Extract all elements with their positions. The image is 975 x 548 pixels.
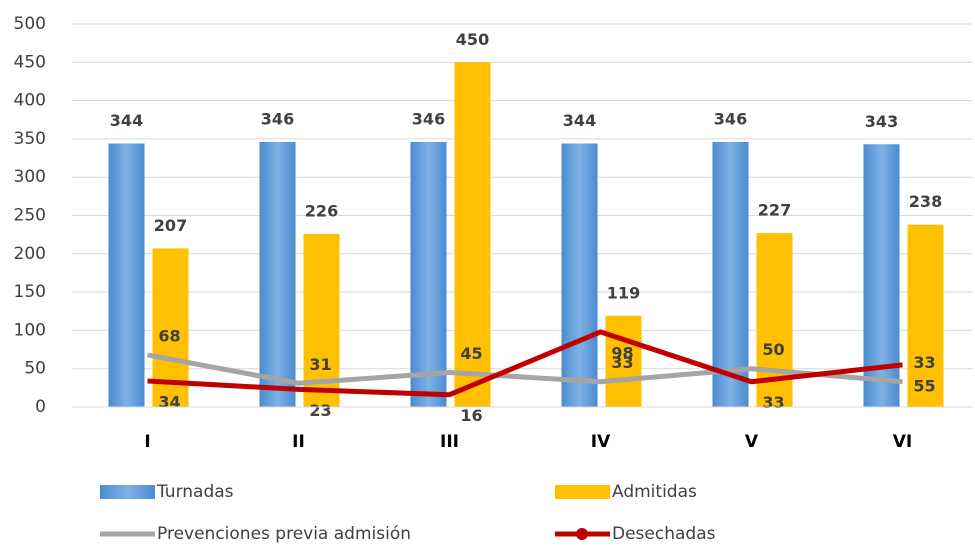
y-tick-label: 50: [24, 359, 46, 379]
data-label: 119: [607, 283, 640, 302]
data-label: 68: [158, 326, 180, 345]
data-label: 34: [158, 392, 180, 411]
data-label: 227: [758, 201, 791, 220]
data-label: 16: [460, 406, 482, 425]
data-label: 346: [261, 109, 294, 128]
x-tick-label: IV: [591, 432, 611, 452]
y-tick-label: 350: [14, 129, 46, 149]
y-tick-label: 100: [14, 320, 46, 340]
legend-marker: [576, 528, 588, 540]
bar: [605, 315, 642, 407]
data-label: 33: [913, 353, 935, 372]
data-label: 98: [611, 343, 633, 362]
y-tick-label: 250: [14, 206, 46, 226]
bar: [303, 233, 340, 407]
bar: [712, 141, 749, 408]
y-tick-label: 300: [14, 167, 46, 187]
y-tick-label: 200: [14, 244, 46, 264]
y-tick-label: 150: [14, 282, 46, 302]
data-label: 344: [563, 111, 596, 130]
data-label: 31: [309, 355, 331, 374]
legend-label: Prevenciones previa admisión: [157, 524, 411, 544]
bar: [454, 62, 491, 408]
data-label: 33: [762, 393, 784, 412]
y-tick-label: 0: [35, 397, 46, 417]
bar: [863, 144, 900, 407]
y-tick-label: 400: [14, 91, 46, 111]
line-series: [147, 352, 903, 386]
data-label: 50: [762, 340, 784, 359]
legend-label: Desechadas: [612, 524, 716, 544]
data-label: 450: [456, 30, 489, 49]
bar: [108, 143, 145, 407]
x-tick-label: VI: [893, 432, 912, 452]
y-tick-label: 450: [14, 52, 46, 72]
data-label: 238: [909, 192, 942, 211]
data-label: 55: [913, 376, 935, 395]
data-label: 346: [412, 109, 445, 128]
data-label: 207: [154, 216, 187, 235]
data-label: 23: [309, 401, 331, 420]
bar: [410, 141, 447, 408]
legend-swatch: [100, 485, 155, 499]
legend-label: Admitidas: [612, 482, 697, 502]
bar: [907, 224, 944, 407]
x-tick-label: V: [745, 432, 759, 452]
data-label: 33: [611, 353, 633, 372]
data-label: 45: [460, 344, 482, 363]
data-label: 343: [865, 112, 898, 131]
legend-swatch: [555, 485, 610, 499]
x-tick-label: II: [292, 432, 305, 452]
legend-label: Turnadas: [156, 482, 234, 502]
data-label: 226: [305, 201, 338, 220]
bar: [561, 143, 598, 407]
data-label: 344: [110, 111, 143, 130]
bar: [259, 141, 296, 408]
y-tick-label: 500: [14, 14, 46, 34]
data-label: 346: [714, 109, 747, 128]
x-tick-label: III: [440, 432, 459, 452]
line-series: [147, 329, 903, 398]
x-tick-label: I: [144, 432, 150, 452]
